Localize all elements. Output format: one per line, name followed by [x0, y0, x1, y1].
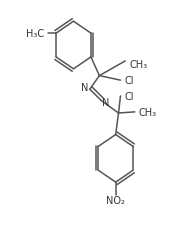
- Text: Cl: Cl: [124, 92, 134, 101]
- Text: N: N: [102, 98, 110, 108]
- Text: Cl: Cl: [124, 76, 134, 86]
- Text: CH₃: CH₃: [139, 107, 157, 117]
- Text: CH₃: CH₃: [129, 60, 147, 70]
- Text: NO₂: NO₂: [106, 195, 125, 205]
- Text: N: N: [81, 83, 89, 93]
- Text: H₃C: H₃C: [26, 29, 45, 39]
